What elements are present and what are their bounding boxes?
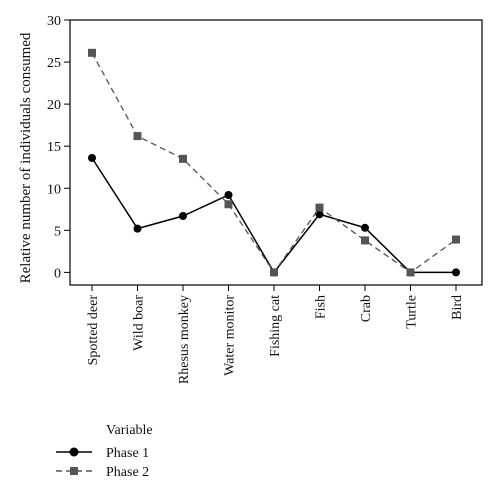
y-tick-label: 0 bbox=[54, 266, 61, 281]
legend-label-phase-1: Phase 1 bbox=[106, 446, 149, 461]
legend-marker-phase-1 bbox=[69, 447, 79, 457]
x-tick-label-crab: Crab bbox=[359, 295, 374, 322]
legend-label-phase-2: Phase 2 bbox=[106, 465, 149, 480]
data-point-phase-1 bbox=[88, 153, 96, 162]
series-line-phase-1 bbox=[91, 157, 456, 274]
legend: Variable Phase 1 Phase 2 bbox=[56, 423, 153, 480]
data-point-phase-2 bbox=[315, 203, 324, 212]
data-point-phase-2 bbox=[270, 268, 278, 277]
data-point-phase-2 bbox=[179, 154, 187, 163]
x-tick-label-water-monitor: Water monitor bbox=[223, 295, 238, 376]
data-point-phase-2 bbox=[452, 235, 460, 244]
data-point-phase-1 bbox=[361, 223, 369, 232]
data-point-phase-2 bbox=[88, 48, 96, 57]
y-tick-label: 25 bbox=[47, 56, 61, 71]
series-layer bbox=[88, 48, 460, 277]
x-axis: Spotted deer Wild boar Rhesus monkey Water … bbox=[86, 285, 465, 384]
legend-title: Variable bbox=[106, 423, 153, 438]
data-point-phase-1 bbox=[315, 210, 324, 219]
data-point-phase-2 bbox=[406, 268, 415, 277]
data-point-phase-2 bbox=[224, 200, 233, 209]
x-tick-label-rhesus-monkey: Rhesus monkey bbox=[177, 295, 192, 384]
x-tick-label-fish: Fish bbox=[314, 295, 329, 319]
x-tick-label-spotted-deer: Spotted deer bbox=[86, 295, 101, 366]
y-tick-label: 15 bbox=[47, 140, 61, 155]
y-tick-label: 30 bbox=[47, 14, 61, 29]
data-point-phase-2 bbox=[361, 236, 369, 245]
data-point-phase-1 bbox=[224, 190, 233, 199]
x-tick-label-wild-boar: Wild boar bbox=[132, 295, 147, 351]
data-point-phase-1 bbox=[133, 224, 142, 233]
x-tick-label-bird: Bird bbox=[450, 295, 465, 320]
y-tick-label: 5 bbox=[54, 224, 61, 239]
y-tick-label: 20 bbox=[47, 98, 61, 113]
plot-frame bbox=[69, 19, 483, 286]
data-point-phase-1 bbox=[452, 268, 460, 277]
data-point-phase-1 bbox=[179, 212, 187, 221]
x-tick-label-turtle: Turtle bbox=[405, 295, 420, 329]
data-point-phase-2 bbox=[133, 132, 142, 141]
x-tick-label-fishing-cat: Fishing cat bbox=[268, 295, 283, 357]
legend-marker-phase-2 bbox=[70, 467, 78, 475]
y-tick-label: 10 bbox=[47, 182, 61, 197]
series-line-phase-2 bbox=[91, 52, 457, 274]
y-axis: 0 5 10 15 20 25 30 bbox=[47, 14, 70, 281]
y-axis-title: Relative number of individuals consumed bbox=[18, 32, 34, 283]
